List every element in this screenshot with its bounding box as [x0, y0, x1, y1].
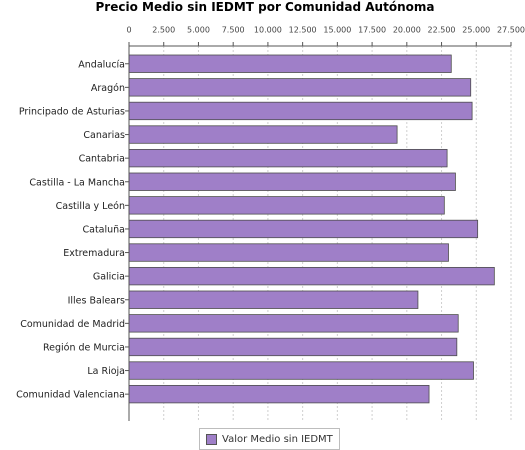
x-tick-label: 17.500 — [358, 26, 386, 35]
bar — [128, 54, 452, 73]
category-label: Comunidad de Madrid — [20, 319, 125, 330]
bar — [128, 243, 449, 262]
chart-title: Precio Medio sin IEDMT por Comunidad Aut… — [96, 0, 435, 14]
bar — [128, 337, 458, 357]
category-label: Cataluña — [82, 224, 125, 235]
x-tick-label: 2.500 — [152, 26, 175, 35]
bar — [128, 384, 430, 404]
bars — [128, 54, 495, 404]
category-label: Canarias — [83, 130, 125, 141]
x-tick-label: 5.000 — [187, 26, 210, 35]
x-tick-label: 20.000 — [393, 26, 421, 35]
category-label: Cantabria — [79, 154, 125, 165]
bar — [128, 219, 479, 239]
bar — [128, 196, 445, 215]
bar — [128, 314, 459, 333]
x-tick-label: 7.500 — [222, 26, 245, 35]
bar — [128, 125, 398, 144]
category-label: Illes Balears — [68, 295, 125, 306]
category-labels: Andalucía Aragón Principado de Asturias Can… — [16, 59, 129, 401]
bar — [128, 148, 448, 168]
category-label: Galicia — [93, 272, 125, 283]
bar — [128, 101, 473, 121]
legend-label: Valor Medio sin IEDMT — [222, 433, 333, 445]
legend-swatch — [206, 433, 217, 445]
category-label: La Rioja — [87, 366, 125, 377]
x-tick-label: 15.000 — [323, 26, 351, 35]
category-label: Aragón — [91, 83, 125, 94]
x-axis-ticks: 0 2.500 5.000 7.500 10.000 12.500 15.000 17.500… — [126, 26, 525, 47]
bar — [128, 290, 419, 309]
x-tick-label: 10.000 — [254, 26, 282, 35]
category-label: Comunidad Valenciana — [16, 390, 125, 401]
x-tick-label: 27.500 — [497, 26, 525, 35]
bar — [128, 172, 456, 191]
bar — [128, 78, 472, 97]
category-label: Andalucía — [78, 59, 125, 70]
x-tick-label: 12.500 — [289, 26, 317, 35]
x-tick-label: 22.500 — [428, 26, 456, 35]
category-label: Castilla y León — [56, 201, 125, 212]
category-label: Principado de Asturias — [19, 106, 125, 117]
grid — [163, 46, 512, 421]
bar — [128, 361, 474, 380]
category-label: Castilla - La Mancha — [29, 177, 125, 188]
legend: Valor Medio sin IEDMT — [199, 428, 340, 450]
category-label: Región de Murcia — [43, 342, 125, 353]
x-tick-label: 0 — [126, 26, 131, 35]
bar — [128, 266, 495, 286]
x-tick-label: 25.000 — [462, 26, 490, 35]
category-label: Extremadura — [63, 248, 125, 259]
